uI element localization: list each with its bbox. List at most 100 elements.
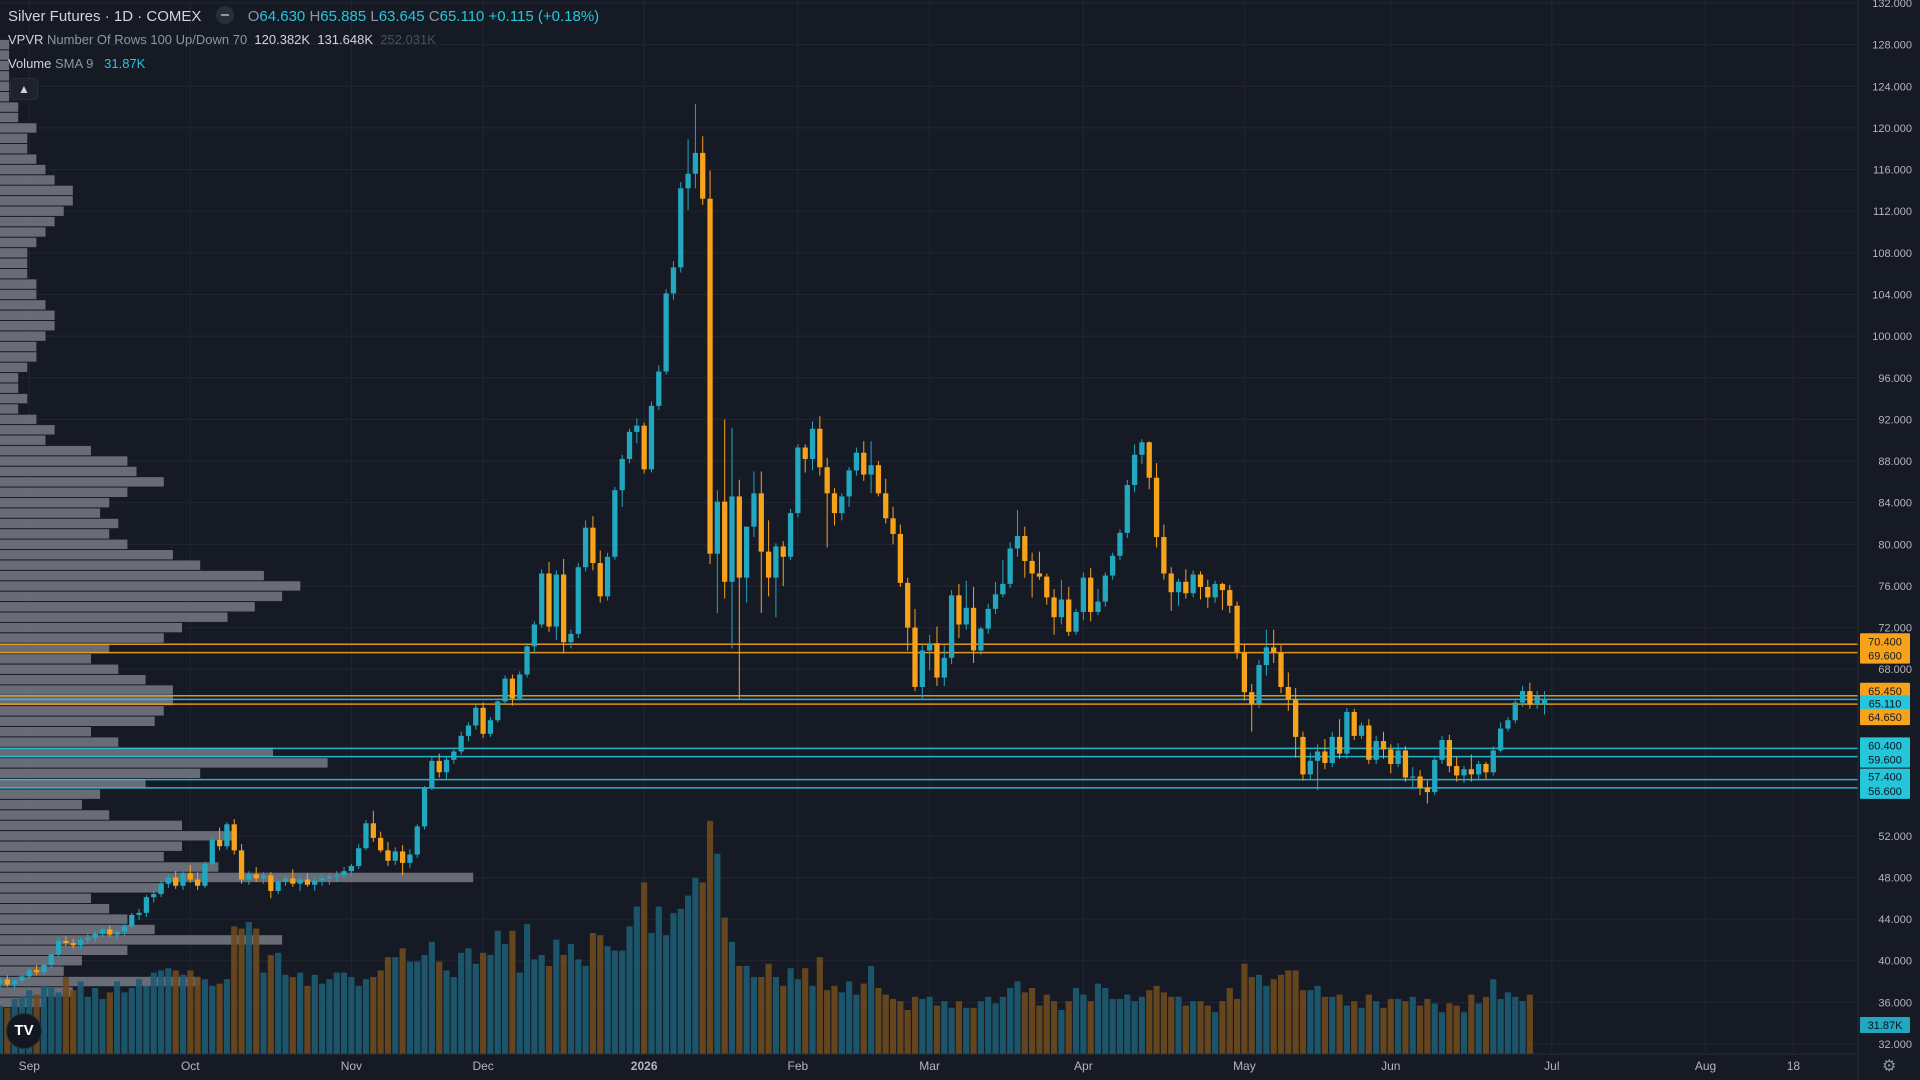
candle-body [1395,750,1401,764]
volume-bar [567,944,575,1054]
volume-profile-bar [0,674,146,685]
volume-bar [333,972,340,1054]
volume-profile-bar [0,39,10,50]
candle-body [0,979,3,984]
high-value: 65.885 [320,8,367,25]
tradingview-logo[interactable]: TV [6,1013,42,1049]
volume-bar [868,966,875,1054]
volume-bar [765,963,772,1054]
volume-bar [231,926,238,1054]
price-tick-label: 48.000 [1878,872,1912,884]
volume-profile-bar [0,976,201,987]
volume-profile-bar [0,799,82,810]
volume-bar [216,983,223,1054]
volume-bar [706,820,714,1054]
candle-body [1293,699,1299,737]
candle-body [348,865,354,872]
volume-bar [187,970,194,1054]
candle-body [1271,647,1277,653]
volume-profile-bar [0,279,37,289]
candle-body [1058,599,1065,618]
volume-bar [201,979,209,1054]
candle-body [290,878,296,884]
time-tick-label: Mar [919,1059,940,1073]
candle-body [817,428,823,468]
candle-body [722,501,728,582]
candle-body [1066,599,1072,632]
volume-sma-value: 31.87K [104,56,146,71]
candle-body [326,876,333,879]
volume-bar [1307,990,1314,1054]
candle-body [385,850,391,861]
candle-body [136,912,142,915]
candle-body [319,878,325,881]
price-tick-label: 52.000 [1878,831,1912,843]
volume-profile-bar [0,331,46,341]
volume-bar [150,972,157,1054]
price-level-tag [1860,768,1910,785]
candle-body [1197,574,1204,588]
volume-bar [1351,1001,1358,1054]
volume-bar [1072,988,1080,1054]
vpvr-legend[interactable]: VPVR Number Of Rows 100 Up/Down 70 120.3… [8,32,436,47]
candle-body [202,863,208,886]
hide-symbol-button[interactable] [215,6,234,25]
price-tick-label: 32.000 [1878,1039,1912,1051]
candle-body [861,452,867,475]
candle-body [1388,749,1394,764]
candle-body [458,735,464,752]
volume-profile-bar [0,872,474,883]
candle-body [524,646,530,675]
candle-body [1314,751,1321,761]
candle-body [209,839,215,864]
collapse-legend-button[interactable]: ▲ [10,78,38,100]
volume-bar [955,1001,962,1054]
volume-profile-bar [0,300,46,310]
candle-body [378,837,384,851]
volume-profile-bar [0,716,155,726]
volume-profile-bar [0,591,283,602]
volume-bar [1014,981,1021,1054]
candle-body [1300,736,1306,775]
candle-body [1351,711,1357,736]
vpvr-down-value: 131.648K [317,32,373,47]
candle-body [216,839,223,847]
volume-profile-bar [0,726,91,737]
candle-body [1278,652,1284,687]
volume-profile-bar [0,810,110,820]
symbol-title[interactable]: Silver Futures · 1D · COMEX [8,8,202,25]
volume-bar [538,955,545,1054]
candle-body [795,447,801,514]
candle-body [685,173,691,189]
candle-body [1534,696,1540,705]
price-tick-label: 104.000 [1872,289,1912,301]
volume-bar [1080,994,1087,1054]
volume-bar [1212,1012,1219,1054]
volume-bar [143,985,150,1054]
candle-body [919,650,925,687]
volume-bar [575,959,582,1054]
candle-body [165,877,171,884]
volume-bar [1058,1010,1065,1054]
price-tick-label: 128.000 [1872,40,1912,52]
time-tick-label: May [1233,1059,1256,1073]
volume-bar [1336,994,1343,1054]
volume-bar [179,974,187,1054]
volume-bar [655,906,662,1054]
candle-body [48,954,54,965]
volume-bar [926,996,933,1054]
volume-bar [780,985,787,1054]
volume-legend[interactable]: Volume SMA 9 31.87K [8,56,145,71]
time-tick-label: Jul [1544,1059,1559,1073]
volume-profile-bar [0,737,119,747]
volume-bar [1109,999,1116,1054]
volume-bar [1358,1007,1365,1054]
candle-body [429,760,435,788]
volume-bar [750,977,758,1054]
gear-icon[interactable]: ⚙ [1882,1058,1897,1075]
volume-bar [999,996,1006,1054]
candle-body [26,970,32,977]
candle-body [1497,728,1504,751]
volume-bar [641,882,648,1054]
